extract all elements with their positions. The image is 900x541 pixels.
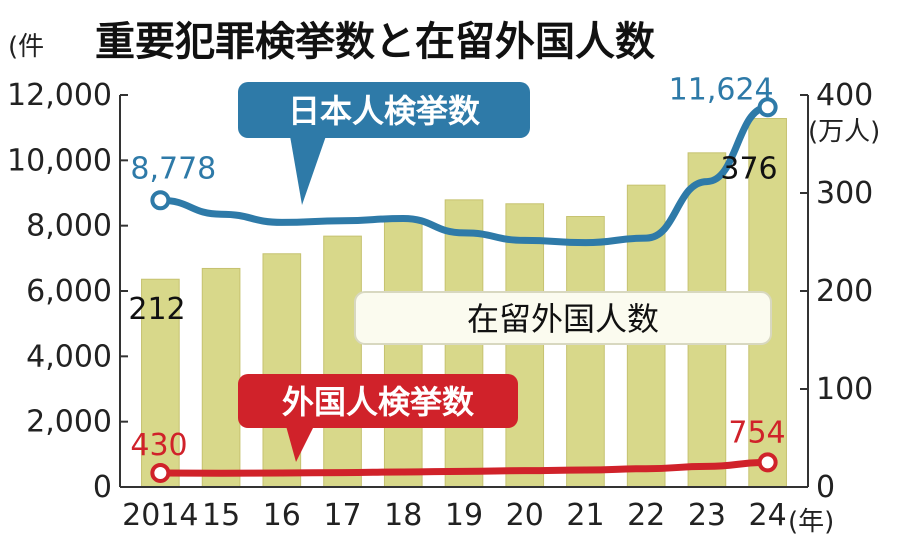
bar-20 [505,203,545,488]
left-tick-label: 6,000 [26,274,112,309]
axes-layer: 0 2,000 4,000 6,000 8,000 10,000 12,000 0 100 200… [7,78,873,533]
x-tick-label: 21 [566,498,604,533]
callout-text: 日本人検挙数 [288,92,481,130]
bar-21 [566,216,605,488]
x-tick-label: 16 [263,498,301,533]
left-tick-label: 12,000 [7,78,112,113]
foreign-endpoint-marker [150,462,171,483]
right-tick-label: 200 [816,274,873,309]
bar-17 [323,235,362,488]
blue-last-label: 11,624 [669,72,774,107]
japanese-arrests-line [160,103,769,247]
right-tick-label: 400 [816,78,873,113]
left-tick-label: 10,000 [7,143,112,178]
foreign-arrests-line [160,458,768,477]
residents-legend-box: 在留外国人数 [354,291,772,345]
callout-bg [238,82,530,138]
lines-layer [150,97,778,483]
red-first-label: 430 [130,428,187,463]
bar-15 [201,267,241,488]
x-tick-label: 20 [506,498,544,533]
left-tick-label: 0 [93,470,112,505]
blue-first-label: 8,778 [130,151,216,186]
x-tick-label: 2014 [122,498,198,533]
x-tick-label: 17 [323,498,361,533]
bar-last-label: 376 [720,152,777,187]
left-axis-unit: (件 [8,32,44,62]
bar-first-label: 212 [128,292,185,327]
bar-2014 [141,278,180,488]
japanese-arrests-legend-callout: 日本人検挙数 [238,82,530,205]
x-tick-label: 23 [688,498,726,533]
foreign-arrests-legend-callout: 外国人検挙数 [238,374,518,462]
x-tick-label: 19 [445,498,483,533]
callout-text: 外国人検挙数 [282,383,475,421]
x-tick-label: 15 [202,498,240,533]
callout-pointer [286,426,314,462]
left-tick-label: 4,000 [26,339,112,374]
legend-box-bg [354,291,772,345]
x-tick-label: 24 [749,498,787,533]
left-tick-label: 2,000 [26,405,112,440]
legend-box-text: 在留外国人数 [467,300,659,338]
right-axis-unit: (万人) [808,117,880,147]
x-tick-label: 22 [627,498,665,533]
left-tick-label: 8,000 [26,209,112,244]
japanese-endpoint-marker [150,190,171,211]
callout-pointer [290,136,326,205]
right-tick-label: 100 [816,372,873,407]
x-axis-unit: (年) [788,507,834,537]
right-tick-label: 300 [816,176,873,211]
bar-18 [383,218,423,488]
chart-title: 重要犯罪検挙数と在留外国人数 [95,19,655,65]
right-tick-label: 0 [816,470,835,505]
callout-bg [238,374,518,428]
foreign-endpoint-marker [757,452,778,473]
x-tick-label: 18 [384,498,422,533]
red-last-label: 754 [728,415,785,450]
japanese-endpoint-marker [757,97,778,118]
